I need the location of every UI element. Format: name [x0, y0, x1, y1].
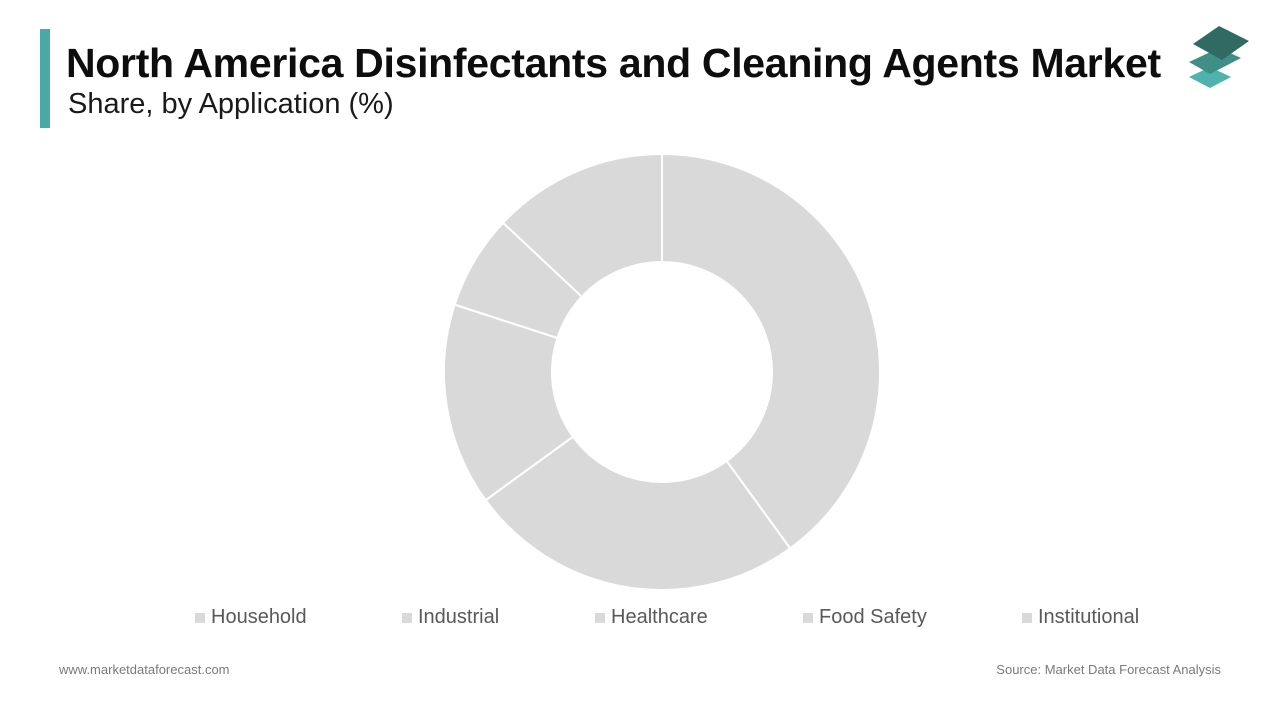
stacked-layers-icon	[1189, 26, 1249, 88]
donut-slices	[443, 152, 881, 591]
legend-item-food-safety: Food Safety	[803, 606, 927, 629]
legend-label: Institutional	[1038, 606, 1140, 628]
legend-label: Healthcare	[611, 606, 708, 628]
donut-slice-institutional	[501, 152, 663, 299]
legend-swatch	[1022, 612, 1032, 623]
legend-item-healthcare: Healthcare	[595, 606, 708, 629]
legend-label: Industrial	[418, 606, 500, 628]
title-accent-bar	[40, 29, 50, 128]
chart-subtitle: Share, by Application (%)	[68, 88, 394, 120]
source-note: Source: Market Data Forecast Analysis	[996, 662, 1221, 677]
legend-swatch	[803, 612, 813, 623]
donut-slice-industrial	[484, 435, 792, 591]
legend-item-household: Household	[195, 606, 307, 629]
legend-label: Food Safety	[819, 606, 927, 628]
logo-layer-bottom-shape	[1189, 67, 1231, 88]
website-url: www.marketdataforecast.com	[59, 662, 230, 677]
legend-label: Household	[211, 606, 307, 628]
legend-swatch	[402, 612, 412, 623]
legend-swatch	[595, 612, 605, 623]
donut-slice-healthcare	[443, 303, 575, 502]
legend-item-institutional: Institutional	[1022, 606, 1139, 629]
donut-slice-household	[661, 152, 881, 550]
chart-legend: Household Industrial Healthcare Food Safety…	[0, 606, 1280, 632]
chart-title: North America Disinfectants and Cleaning…	[66, 40, 1161, 86]
legend-swatch	[195, 612, 205, 623]
legend-item-industrial: Industrial	[402, 606, 499, 629]
logo-layer-top-shape	[1193, 26, 1249, 60]
